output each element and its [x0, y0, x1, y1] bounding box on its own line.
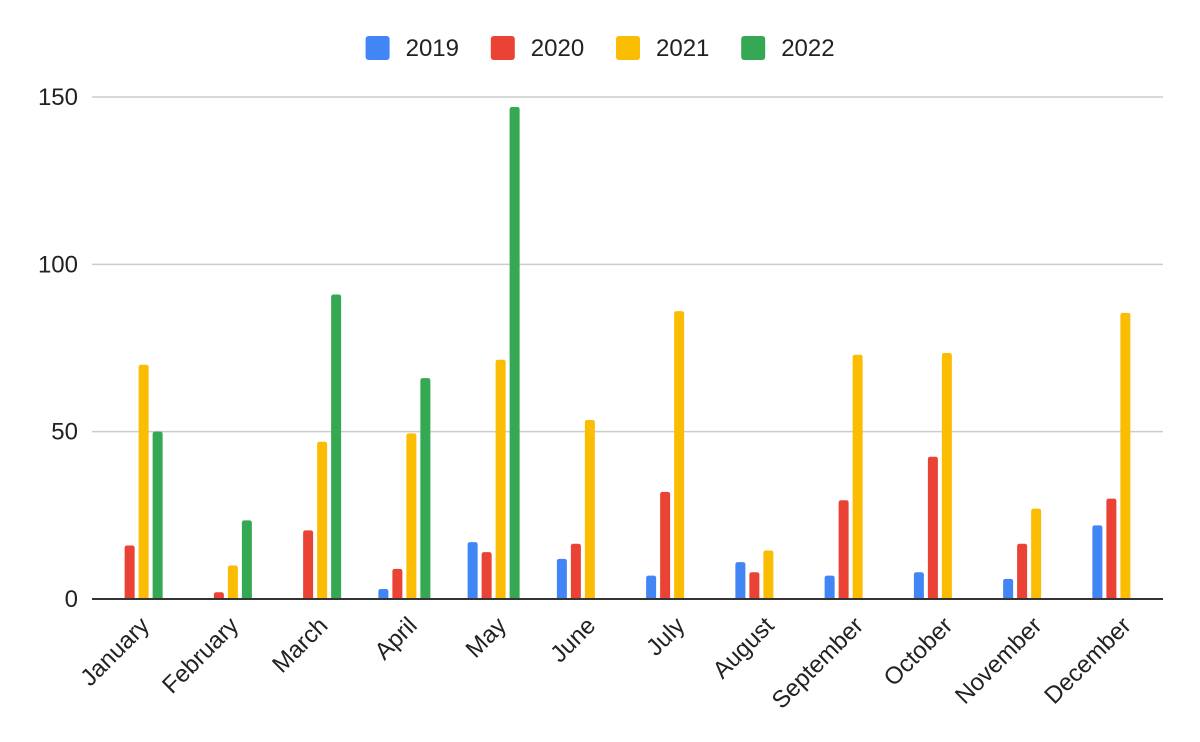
bar-2020-september: [838, 500, 849, 599]
legend-label-2021: 2021: [656, 35, 709, 62]
bar-2021-february: [227, 565, 238, 599]
legend-label-2022: 2022: [781, 35, 834, 62]
gridlines: [92, 96, 1163, 433]
bar-2019-september: [824, 575, 835, 599]
bar-2020-february: [213, 592, 224, 599]
bar-2020-may: [481, 552, 492, 599]
bar-2019-august: [735, 562, 746, 599]
bar-2019-december: [1092, 525, 1103, 599]
legend: 2019 2020 2021 2022: [365, 35, 835, 62]
legend-label-2020: 2020: [531, 35, 584, 62]
legend-swatch-2019: [365, 36, 390, 60]
x-tick-label: March: [267, 612, 333, 678]
bar-2020-october: [927, 456, 938, 599]
bar-2020-april: [392, 568, 403, 599]
y-tick-label: 50: [51, 419, 78, 446]
bar-2021-march: [317, 441, 328, 599]
bar-2022-january: [152, 431, 163, 599]
bar-2021-january: [138, 364, 149, 599]
bar-2022-march: [331, 294, 342, 599]
y-axis-ticks: 0 50 100 150: [38, 84, 78, 613]
bar-2020-august: [749, 572, 760, 599]
y-tick-label: 150: [38, 84, 78, 111]
y-tick-label: 100: [38, 251, 78, 278]
bar-2020-january: [124, 545, 135, 599]
x-tick-label: December: [1039, 612, 1136, 709]
bar-2021-may: [495, 359, 506, 599]
x-tick-label: October: [879, 612, 958, 691]
bar-2021-april: [406, 433, 417, 599]
bar-2021-august: [763, 550, 774, 599]
x-tick-label: April: [370, 612, 423, 665]
bar-2021-november: [1031, 508, 1042, 599]
x-tick-label: February: [157, 612, 244, 699]
x-tick-label: May: [461, 612, 512, 663]
bars: [124, 107, 1131, 599]
y-tick-label: 0: [65, 586, 78, 613]
bar-2019-june: [556, 558, 567, 599]
x-axis-labels: January February March April May June July Augu…: [75, 612, 1136, 714]
x-tick-label: July: [641, 612, 690, 661]
x-tick-label: June: [545, 612, 601, 668]
bar-2022-february: [241, 520, 252, 599]
x-tick-label: November: [950, 612, 1047, 709]
legend-swatch-2020: [490, 36, 515, 60]
legend-swatch-2022: [741, 36, 766, 60]
bar-2021-july: [674, 311, 685, 599]
bar-2020-march: [303, 530, 314, 599]
bar-2020-december: [1106, 498, 1117, 599]
bar-2019-july: [646, 575, 657, 599]
bar-2022-may: [509, 107, 520, 599]
x-tick-label: September: [767, 612, 869, 714]
legend-swatch-2021: [616, 36, 640, 60]
x-tick-label: August: [708, 612, 780, 684]
bar-2019-october: [913, 572, 924, 599]
bar-2020-july: [660, 491, 671, 599]
bar-2019-april: [378, 588, 389, 599]
bar-2022-april: [420, 378, 431, 599]
bar-2019-may: [467, 542, 478, 599]
bar-2021-september: [852, 354, 863, 599]
legend-label-2019: 2019: [406, 35, 459, 62]
bar-2020-june: [570, 543, 581, 599]
bar-2021-october: [941, 353, 952, 599]
bar-2020-november: [1017, 543, 1028, 599]
bar-2021-june: [584, 419, 595, 599]
x-tick-label: January: [75, 612, 154, 691]
bar-2021-december: [1120, 312, 1131, 599]
bar-2019-november: [1003, 578, 1014, 599]
